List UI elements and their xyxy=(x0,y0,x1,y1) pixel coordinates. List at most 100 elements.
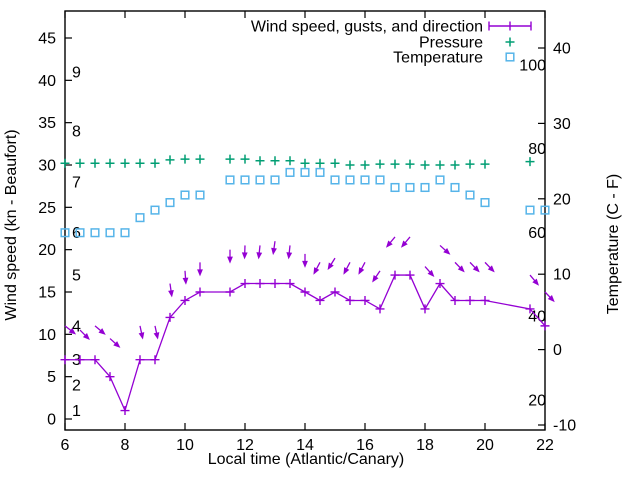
temperature-point xyxy=(450,182,460,193)
wind-speed-point xyxy=(330,287,340,297)
wind-speed-point xyxy=(60,355,70,365)
pressure-point xyxy=(105,158,115,168)
gust-direction-arrow-head xyxy=(327,262,334,271)
temperature-point xyxy=(225,175,235,185)
y-left-tick-label: 20 xyxy=(38,242,56,259)
temperature-point xyxy=(285,167,295,177)
wind-speed-point xyxy=(450,295,460,305)
beaufort-scale-label: 1 xyxy=(72,403,81,420)
fahrenheit-scale-label: 100 xyxy=(519,57,546,74)
x-axis-label: Local time (Atlantic/Canary) xyxy=(208,451,405,468)
gust-direction-arrow-head xyxy=(547,295,555,303)
pressure-point xyxy=(195,154,205,164)
wind-speed-point xyxy=(195,287,205,297)
gust-direction-arrow-head xyxy=(532,278,539,286)
wind-speed-point xyxy=(225,287,235,297)
y-right-tick-label: 20 xyxy=(553,191,571,208)
wind-speed-point xyxy=(390,270,400,280)
temperature-point xyxy=(150,205,160,215)
y-left-tick-label: 45 xyxy=(38,30,56,47)
gust-direction-arrow-head xyxy=(168,290,174,298)
wind-speed-point xyxy=(90,355,100,365)
x-tick-label: 8 xyxy=(121,437,130,454)
temperature-point xyxy=(435,175,445,185)
wind-speed-point xyxy=(165,312,175,322)
legend-label-wind: Wind speed, gusts, and direction xyxy=(251,19,483,36)
y-left-tick-label: 35 xyxy=(38,115,56,132)
gust-direction-arrow-head xyxy=(313,267,320,275)
temperature-point xyxy=(480,198,490,208)
pressure-point xyxy=(90,158,100,168)
wind-speed-point xyxy=(375,304,385,314)
gust-direction-arrow-head xyxy=(487,265,495,273)
gust-direction-arrow-head xyxy=(358,267,365,275)
temperature-point xyxy=(360,175,370,185)
gust-direction-arrow-head xyxy=(386,240,393,248)
temperature-point xyxy=(540,205,550,215)
gust-direction-arrow-head xyxy=(113,341,121,348)
pressure-point xyxy=(465,159,475,169)
wind-speed-point xyxy=(150,355,160,365)
temperature-point xyxy=(75,228,85,238)
wind-speed-point xyxy=(525,304,535,314)
gust-direction-arrow-head xyxy=(227,256,233,264)
wind-speed-point xyxy=(135,355,145,365)
temperature-point xyxy=(345,175,355,185)
fahrenheit-scale-label: 80 xyxy=(528,141,546,158)
wind-speed-point xyxy=(360,295,370,305)
beaufort-scale-label: 4 xyxy=(72,318,81,335)
gust-direction-arrow-head xyxy=(98,328,106,335)
pressure-point xyxy=(180,154,190,164)
pressure-point xyxy=(255,156,265,166)
wind-speed-point xyxy=(405,270,415,280)
legend-label-temperature: Temperature xyxy=(393,50,483,67)
gust-direction-arrow-head xyxy=(153,332,160,340)
pressure-point xyxy=(165,155,175,165)
y-axis-label-left: Wind speed (kn - Beaufort) xyxy=(3,129,20,320)
pressure-point xyxy=(480,159,490,169)
y-left-tick-label: 0 xyxy=(47,412,56,429)
x-tick-label: 10 xyxy=(176,437,194,454)
legend-errorbar-sample-icon xyxy=(488,21,532,31)
x-tick-label: 16 xyxy=(356,437,374,454)
wind-speed-point xyxy=(270,279,280,289)
temperature-point xyxy=(525,205,535,215)
beaufort-scale-label: 3 xyxy=(72,352,81,369)
wind-speed-point xyxy=(105,372,115,382)
y-left-tick-label: 10 xyxy=(38,327,56,344)
temperature-point xyxy=(390,182,400,193)
pressure-point xyxy=(330,158,340,168)
pressure-point xyxy=(120,158,130,168)
y-axis-label-right: Temperature (C - F) xyxy=(605,174,622,314)
gust-direction-arrow-head xyxy=(138,332,145,340)
pressure-point xyxy=(375,159,385,169)
wind-speed-point xyxy=(180,295,190,305)
beaufort-scale-label: 5 xyxy=(72,268,81,285)
temperature-point xyxy=(420,182,430,193)
gust-direction-arrow-head xyxy=(443,247,451,255)
y-right-tick-label: 40 xyxy=(553,41,571,58)
x-tick-label: 18 xyxy=(416,437,434,454)
legend-label-pressure: Pressure xyxy=(419,35,483,52)
pressure-point xyxy=(450,160,460,170)
pressure-point xyxy=(240,154,250,164)
wind-speed-point xyxy=(120,406,130,416)
pressure-point xyxy=(135,158,145,168)
gust-direction-arrow-head xyxy=(256,252,263,260)
legend-square-sample-icon xyxy=(505,52,515,62)
gust-direction-arrow-head xyxy=(82,332,90,340)
legend-plus-sample-icon xyxy=(505,37,515,47)
gust-direction-arrow-head xyxy=(401,240,408,248)
temperature-point xyxy=(135,213,145,223)
pressure-point xyxy=(405,159,415,169)
legend: Wind speed, gusts, and direction Pressur… xyxy=(251,19,532,67)
temperature-point xyxy=(405,182,415,193)
x-tick-label: 20 xyxy=(476,437,494,454)
x-tick-label: 6 xyxy=(61,437,70,454)
fahrenheit-scale-label: 60 xyxy=(528,225,546,242)
wind-speed-point xyxy=(480,295,490,305)
wind-speed-point xyxy=(420,304,430,314)
temperature-point xyxy=(270,175,280,185)
